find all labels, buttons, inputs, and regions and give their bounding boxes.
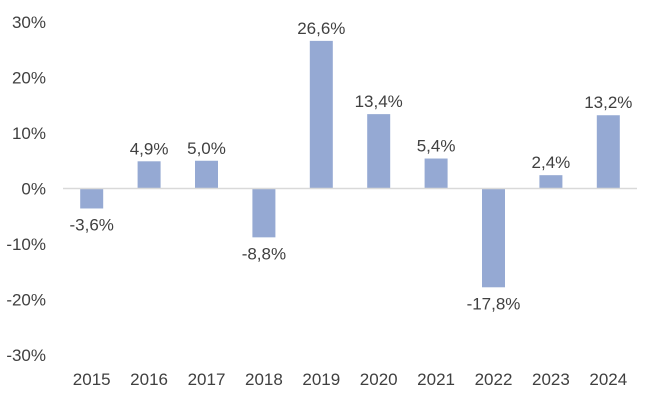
bar-2015 (80, 188, 104, 209)
data-label: 5,4% (417, 137, 456, 156)
x-tick-label: 2024 (589, 370, 627, 389)
x-tick-label: 2021 (417, 370, 455, 389)
y-tick-label: -10% (6, 235, 46, 254)
data-label: 4,9% (130, 139, 169, 158)
x-tick-label: 2018 (245, 370, 283, 389)
bar-2022 (482, 188, 505, 288)
y-tick-label: -30% (6, 346, 46, 365)
data-label: -17,8% (467, 294, 521, 313)
x-axis-ticks: 2015 2016 2017 2018 2019 2020 2021 2022 2023 2024 (73, 370, 627, 389)
bars (80, 40, 620, 288)
x-tick-label: 2022 (475, 370, 513, 389)
x-tick-label: 2020 (360, 370, 398, 389)
data-label: -8,8% (242, 244, 286, 263)
data-label: 13,2% (584, 93, 632, 112)
data-label: 2,4% (532, 153, 571, 172)
data-label: 13,4% (355, 92, 403, 111)
x-tick-label: 2016 (130, 370, 168, 389)
bar-2019 (309, 40, 333, 189)
bar-2023 (539, 175, 563, 189)
y-tick-label: -20% (6, 291, 46, 310)
data-labels: -3,6% 4,9% 5,0% -8,8% 26,6% 13,4% 5,4% -17,8% 2,… (69, 19, 632, 313)
bar-2024 (596, 115, 620, 189)
x-tick-label: 2015 (73, 370, 111, 389)
x-tick-label: 2017 (188, 370, 226, 389)
bar-2017 (195, 160, 218, 189)
y-tick-label: 10% (12, 124, 46, 143)
y-axis-ticks: 30% 20% 10% 0% -10% -20% -30% (6, 13, 46, 365)
bar-2021 (424, 158, 448, 189)
bar-2018 (252, 188, 276, 238)
x-tick-label: 2019 (302, 370, 340, 389)
x-tick-label: 2023 (532, 370, 570, 389)
bar-2016 (137, 161, 161, 189)
y-tick-label: 0% (21, 180, 46, 199)
data-label: 5,0% (187, 139, 226, 158)
bar-2020 (367, 114, 391, 189)
y-tick-label: 20% (12, 69, 46, 88)
y-tick-label: 30% (12, 13, 46, 32)
data-label: 26,6% (297, 19, 345, 38)
data-label: -3,6% (69, 215, 113, 234)
